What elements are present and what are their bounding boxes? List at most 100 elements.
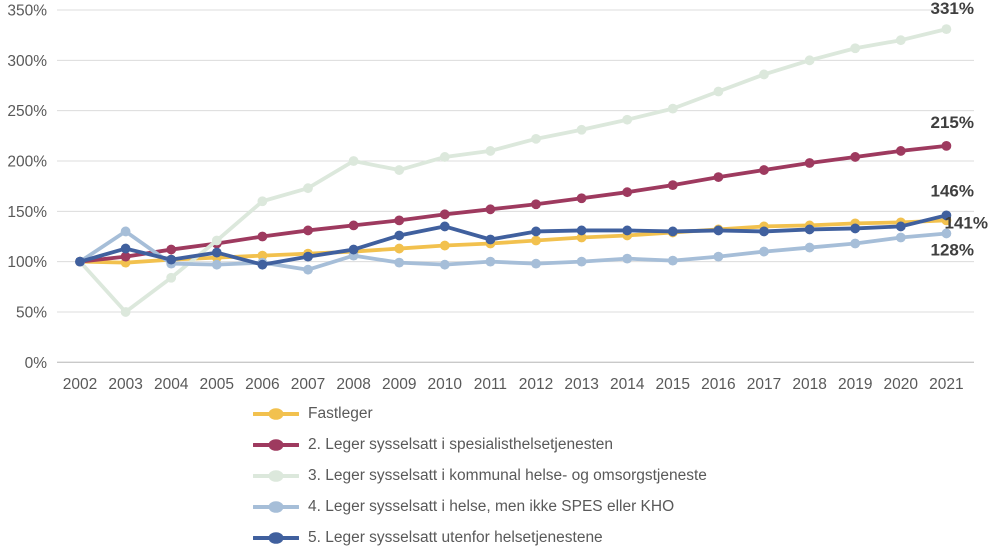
legend-item-helse-ikke-spes-kho: 4. Leger sysselsatt i helse, men ikke SP… bbox=[253, 491, 707, 522]
data-point-series-4 bbox=[120, 243, 131, 254]
data-point-series-3 bbox=[713, 251, 724, 262]
series-end-label-3: 128% bbox=[931, 240, 974, 259]
data-point-series-1 bbox=[576, 193, 587, 204]
x-axis-label: 2016 bbox=[701, 376, 735, 393]
data-point-series-1 bbox=[485, 204, 496, 215]
data-point-series-2 bbox=[394, 165, 405, 175]
data-point-series-3 bbox=[576, 256, 587, 267]
legend-marker-icon bbox=[253, 470, 299, 482]
data-point-series-3 bbox=[439, 259, 450, 270]
data-point-series-3 bbox=[804, 242, 815, 253]
y-axis-label: 300% bbox=[7, 53, 47, 70]
data-point-series-0 bbox=[531, 235, 541, 246]
series-line-2 bbox=[78, 27, 949, 314]
legend-item-utenfor-helsetjenestene: 5. Leger sysselsatt utenfor helsetjenest… bbox=[253, 522, 707, 548]
series-end-label-2: 331% bbox=[931, 0, 974, 18]
data-point-series-3 bbox=[394, 257, 405, 268]
y-axis-label: 350% bbox=[7, 3, 47, 20]
data-point-series-1 bbox=[120, 251, 131, 262]
data-point-series-1 bbox=[759, 165, 769, 175]
data-point-series-3 bbox=[303, 264, 313, 275]
data-point-series-4 bbox=[941, 210, 952, 221]
data-point-series-3 bbox=[941, 228, 952, 239]
data-point-series-2 bbox=[120, 307, 131, 317]
data-point-series-0 bbox=[394, 243, 405, 254]
legend-marker-icon bbox=[253, 500, 299, 513]
x-axis-label: 2006 bbox=[245, 376, 279, 393]
x-axis-label: 2018 bbox=[792, 376, 826, 393]
data-point-series-1 bbox=[257, 231, 268, 242]
x-axis-label: 2017 bbox=[747, 376, 781, 393]
legend-item-spesialisthelsetjenesten: 2. Leger sysselsatt i spesialisthelsetje… bbox=[253, 430, 707, 461]
series-line-0 bbox=[78, 218, 949, 265]
data-point-series-3 bbox=[120, 226, 131, 237]
chart-legend: Fastleger 2. Leger sysselsatt i spesiali… bbox=[253, 399, 707, 548]
x-axis-label: 2010 bbox=[428, 376, 463, 393]
data-point-series-4 bbox=[759, 226, 769, 237]
y-axis-label: 150% bbox=[7, 204, 47, 221]
x-axis-label: 2014 bbox=[610, 376, 645, 393]
y-axis-label: 0% bbox=[25, 355, 48, 372]
data-point-series-4 bbox=[804, 224, 815, 235]
x-axis-label: 2013 bbox=[564, 376, 598, 393]
data-point-series-1 bbox=[804, 158, 815, 168]
series-line-3 bbox=[78, 229, 949, 272]
data-point-series-1 bbox=[895, 146, 906, 156]
data-point-series-1 bbox=[531, 199, 541, 210]
data-point-series-4 bbox=[895, 221, 906, 232]
data-point-series-4 bbox=[75, 256, 85, 267]
x-axis-label: 2002 bbox=[63, 376, 97, 393]
data-point-series-0 bbox=[439, 240, 450, 251]
data-point-series-4 bbox=[211, 247, 222, 258]
series-line-4 bbox=[78, 213, 949, 267]
y-axis-label: 200% bbox=[7, 153, 47, 170]
data-point-series-3 bbox=[211, 259, 222, 270]
data-point-series-1 bbox=[850, 152, 861, 162]
x-axis-label: 2003 bbox=[108, 376, 142, 393]
data-point-series-4 bbox=[303, 251, 313, 262]
data-point-series-4 bbox=[576, 225, 587, 236]
data-point-series-1 bbox=[941, 140, 952, 151]
data-point-series-1 bbox=[713, 172, 724, 182]
legend-label: 4. Leger sysselsatt i helse, men ikke SP… bbox=[308, 497, 675, 515]
x-axis-label: 2005 bbox=[200, 376, 234, 393]
y-axis-label: 50% bbox=[16, 304, 47, 321]
legend-label: Fastleger bbox=[308, 405, 373, 423]
series-end-label-4: 146% bbox=[931, 181, 974, 200]
data-point-series-1 bbox=[303, 225, 313, 236]
data-point-series-3 bbox=[850, 238, 861, 249]
legend-label: 3. Leger sysselsatt i kommunal helse- og… bbox=[308, 466, 707, 484]
data-point-series-4 bbox=[394, 230, 405, 241]
data-point-series-1 bbox=[166, 244, 177, 255]
data-point-series-2 bbox=[667, 103, 678, 114]
x-axis-label: 2004 bbox=[154, 376, 189, 393]
x-axis-label: 2008 bbox=[336, 376, 370, 393]
legend-label: 5. Leger sysselsatt utenfor helsetjenest… bbox=[308, 528, 603, 546]
legend-marker-icon bbox=[253, 408, 299, 421]
legend-item-kommunal-helse: 3. Leger sysselsatt i kommunal helse- og… bbox=[253, 461, 707, 492]
legend-marker-icon bbox=[253, 531, 299, 544]
data-point-series-1 bbox=[394, 215, 405, 226]
data-point-series-1 bbox=[667, 180, 678, 191]
data-point-series-1 bbox=[439, 209, 450, 220]
x-axis-label: 2007 bbox=[291, 376, 325, 393]
x-axis-label: 2019 bbox=[838, 376, 872, 393]
data-point-series-4 bbox=[348, 244, 359, 255]
legend-label: 2. Leger sysselsatt i spesialisthelsetje… bbox=[308, 436, 613, 454]
x-axis-label: 2011 bbox=[474, 376, 507, 393]
data-point-series-2 bbox=[622, 114, 633, 125]
legend-marker-icon bbox=[253, 439, 299, 451]
data-point-series-3 bbox=[895, 232, 906, 243]
data-point-series-2 bbox=[485, 146, 496, 156]
data-point-series-2 bbox=[713, 86, 724, 97]
data-point-series-4 bbox=[439, 221, 450, 232]
series-end-label-0: 141% bbox=[945, 213, 988, 232]
data-point-series-2 bbox=[257, 196, 268, 207]
legend-item-fastleger: Fastleger bbox=[253, 399, 707, 430]
data-point-series-4 bbox=[485, 234, 496, 245]
series-end-label-1: 215% bbox=[931, 113, 974, 132]
data-point-series-3 bbox=[667, 255, 678, 266]
x-axis-label: 2015 bbox=[656, 376, 690, 393]
